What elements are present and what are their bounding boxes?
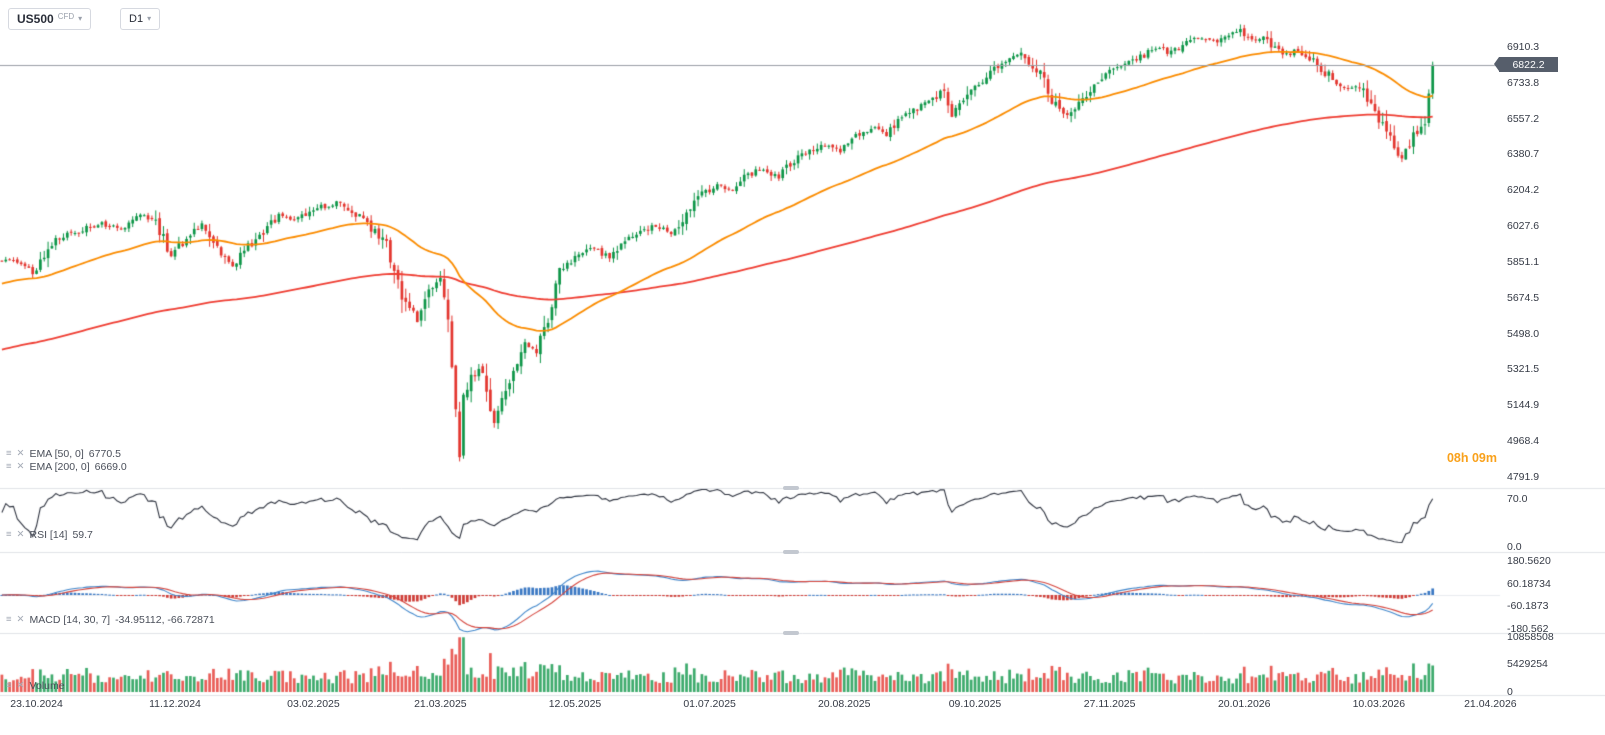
rsi-axis-tick: 70.0 bbox=[1507, 492, 1528, 505]
pane-resize-handle[interactable] bbox=[783, 631, 799, 635]
chevron-down-icon: ▾ bbox=[78, 14, 83, 23]
date-axis-label: 11.12.2024 bbox=[149, 698, 201, 710]
current-price-badge: 6822.2 bbox=[1494, 57, 1558, 73]
indicator-remove-icon[interactable]: ✕ bbox=[16, 461, 25, 473]
indicator-settings-icon[interactable]: ≡ bbox=[6, 614, 12, 626]
pane-resize-handle[interactable] bbox=[783, 550, 799, 554]
indicator-remove-icon[interactable]: ✕ bbox=[16, 680, 25, 692]
indicator-remove-icon[interactable]: ✕ bbox=[16, 614, 25, 626]
price-axis[interactable]: 6910.3 6733.8 6557.2 6380.7 6204.2 6027.6 5851… bbox=[1500, 0, 1605, 698]
macd-axis-tick: 180.5620 bbox=[1507, 554, 1551, 567]
date-axis-label: 10.03.2026 bbox=[1352, 698, 1406, 710]
timeframe-selector[interactable]: D1 ▾ bbox=[120, 8, 161, 30]
indicator-value: 6669.0 bbox=[94, 461, 127, 473]
indicator-label: MACD [14, 30, 7] bbox=[29, 614, 111, 626]
indicator-label: EMA [50, 0] bbox=[29, 448, 84, 460]
candle-countdown: 08h 09m bbox=[1446, 451, 1497, 465]
volume-legend: ≡ ✕ Volume bbox=[6, 680, 70, 692]
indicator-value: 6770.5 bbox=[88, 448, 121, 460]
macd-axis-tick: -60.1873 bbox=[1507, 600, 1549, 613]
date-axis-label: 01.07.2025 bbox=[683, 698, 736, 710]
date-axis-label: 27.11.2025 bbox=[1083, 698, 1136, 710]
price-axis-tick: 5144.9 bbox=[1507, 399, 1540, 412]
indicator-label: EMA [200, 0] bbox=[29, 461, 90, 473]
ema200-legend: ≡ ✕ EMA [200, 0] 6669.0 bbox=[6, 461, 127, 473]
symbol-name: US500 bbox=[17, 12, 54, 26]
volume-axis-tick: 10858508 bbox=[1507, 630, 1554, 643]
macd-legend: ≡ ✕ MACD [14, 30, 7] -34.95112, -66.7287… bbox=[6, 614, 215, 626]
macd-axis-tick: 60.18734 bbox=[1507, 577, 1551, 590]
chevron-down-icon: ▾ bbox=[147, 14, 152, 23]
time-axis[interactable]: 23.10.2024 11.12.2024 03.02.2025 21.03.2025… bbox=[0, 695, 1605, 717]
price-axis-tick: 5321.5 bbox=[1507, 363, 1540, 376]
indicator-remove-icon[interactable]: ✕ bbox=[16, 448, 25, 460]
indicator-value: 59.7 bbox=[72, 529, 93, 541]
rsi-legend: ≡ ✕ RSI [14] 59.7 bbox=[6, 529, 93, 541]
price-axis-tick: 6910.3 bbox=[1507, 41, 1540, 53]
price-axis-tick: 6733.8 bbox=[1507, 76, 1540, 89]
volume-axis-tick: 0 bbox=[1507, 686, 1513, 698]
price-axis-tick: 5674.5 bbox=[1507, 291, 1540, 304]
indicator-label: Volume bbox=[29, 680, 65, 692]
price-axis-tick: 5498.0 bbox=[1507, 327, 1540, 340]
price-axis-tick: 4968.4 bbox=[1507, 435, 1540, 448]
macd-axis-tick: -180.562 bbox=[1507, 622, 1549, 635]
timeframe-label: D1 bbox=[129, 13, 144, 25]
date-axis-label: 21.04.2026 bbox=[1464, 698, 1517, 710]
date-axis-label: 03.02.2025 bbox=[287, 698, 340, 710]
price-axis-tick: 6380.7 bbox=[1507, 148, 1540, 161]
indicator-settings-icon[interactable]: ≡ bbox=[6, 529, 12, 541]
ema50-legend: ≡ ✕ EMA [50, 0] 6770.5 bbox=[6, 448, 121, 460]
symbol-type-label: CFD bbox=[57, 11, 75, 21]
indicator-settings-icon[interactable]: ≡ bbox=[6, 448, 12, 460]
rsi-axis-tick: 0.0 bbox=[1507, 541, 1522, 554]
symbol-selector[interactable]: US500 CFD ▾ bbox=[8, 8, 92, 30]
date-axis-label: 20.08.2025 bbox=[817, 698, 871, 710]
indicator-settings-icon[interactable]: ≡ bbox=[6, 461, 12, 473]
price-axis-tick: 5851.1 bbox=[1507, 255, 1540, 268]
date-axis-label: 09.10.2025 bbox=[948, 698, 1002, 710]
date-axis-label: 21.03.2025 bbox=[414, 698, 467, 710]
volume-axis-tick: 5429254 bbox=[1507, 658, 1548, 671]
indicator-label: RSI [14] bbox=[29, 529, 68, 541]
price-axis-tick: 6557.2 bbox=[1507, 112, 1540, 125]
indicator-value: -34.95112, -66.72871 bbox=[115, 614, 215, 626]
date-axis-label: 20.01.2026 bbox=[1217, 698, 1271, 710]
date-axis-label: 12.05.2025 bbox=[548, 698, 602, 710]
price-axis-tick: 6027.6 bbox=[1507, 220, 1540, 233]
price-axis-tick: 6204.2 bbox=[1507, 184, 1540, 197]
date-axis-label: 23.10.2024 bbox=[10, 698, 63, 710]
pane-resize-handle[interactable] bbox=[783, 486, 799, 490]
indicator-remove-icon[interactable]: ✕ bbox=[16, 529, 25, 541]
indicator-settings-icon[interactable]: ≡ bbox=[6, 680, 12, 692]
price-axis-tick: 4791.9 bbox=[1507, 470, 1540, 483]
